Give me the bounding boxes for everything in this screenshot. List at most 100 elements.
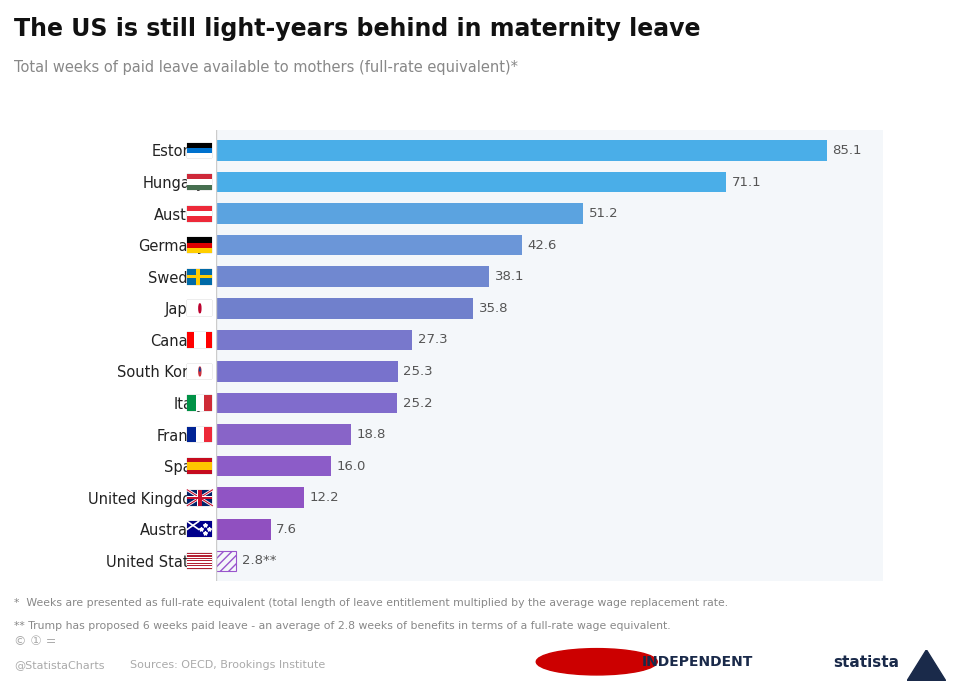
Bar bbox=[187, 427, 212, 443]
Circle shape bbox=[199, 304, 201, 313]
Bar bbox=[187, 395, 212, 411]
Text: Total weeks of paid leave available to mothers (full-rate equivalent)*: Total weeks of paid leave available to m… bbox=[14, 60, 518, 75]
Bar bbox=[187, 553, 212, 569]
Bar bbox=[187, 564, 212, 565]
Text: © ① =: © ① = bbox=[14, 635, 57, 648]
Bar bbox=[187, 497, 212, 499]
Bar bbox=[196, 395, 204, 411]
Text: @StatistaCharts: @StatistaCharts bbox=[14, 660, 105, 670]
Text: INDEPENDENT: INDEPENDENT bbox=[641, 655, 753, 669]
Bar bbox=[187, 300, 212, 316]
Bar bbox=[187, 142, 212, 148]
Bar bbox=[206, 332, 212, 347]
Bar bbox=[216, 172, 726, 192]
Bar bbox=[187, 332, 212, 347]
Text: 38.1: 38.1 bbox=[495, 270, 524, 283]
Bar bbox=[187, 555, 212, 557]
Bar bbox=[187, 490, 212, 505]
Bar bbox=[216, 551, 236, 571]
Bar bbox=[187, 206, 212, 222]
Bar bbox=[187, 496, 212, 499]
Bar bbox=[187, 237, 212, 243]
Circle shape bbox=[199, 367, 201, 376]
Text: 35.8: 35.8 bbox=[479, 302, 508, 315]
Bar bbox=[216, 488, 303, 508]
Bar bbox=[216, 456, 331, 477]
Bar bbox=[187, 521, 212, 537]
Text: statista: statista bbox=[833, 655, 900, 670]
Bar bbox=[187, 300, 212, 316]
Text: *  Weeks are presented as full-rate equivalent (total length of leave entitlemen: * Weeks are presented as full-rate equiv… bbox=[14, 598, 729, 609]
Text: The US is still light-years behind in maternity leave: The US is still light-years behind in ma… bbox=[14, 17, 701, 41]
Text: 25.3: 25.3 bbox=[403, 365, 433, 378]
Bar bbox=[187, 559, 212, 560]
Bar bbox=[216, 519, 271, 540]
Bar bbox=[187, 566, 212, 568]
Bar bbox=[216, 235, 521, 255]
Bar bbox=[187, 458, 212, 474]
Bar bbox=[187, 553, 212, 554]
Bar bbox=[216, 393, 396, 413]
Bar bbox=[187, 334, 212, 345]
Bar bbox=[194, 332, 206, 347]
Text: 85.1: 85.1 bbox=[832, 144, 862, 157]
Bar bbox=[187, 563, 212, 564]
Bar bbox=[187, 560, 212, 562]
Bar bbox=[187, 174, 212, 179]
Bar bbox=[187, 364, 212, 380]
Bar bbox=[216, 140, 827, 161]
Bar bbox=[187, 211, 212, 216]
Circle shape bbox=[537, 648, 658, 675]
Bar bbox=[216, 551, 236, 571]
Bar bbox=[187, 490, 212, 505]
Bar bbox=[204, 395, 212, 411]
Bar bbox=[187, 269, 212, 285]
Text: 7.6: 7.6 bbox=[276, 523, 298, 536]
Bar bbox=[196, 269, 200, 285]
Bar bbox=[187, 458, 212, 462]
Text: 16.0: 16.0 bbox=[337, 460, 366, 473]
Bar bbox=[187, 275, 212, 278]
Text: ** Trump has proposed 6 weeks paid leave - an average of 2.8 weeks of benefits i: ** Trump has proposed 6 weeks paid leave… bbox=[14, 621, 671, 631]
Text: 71.1: 71.1 bbox=[732, 176, 761, 189]
Bar bbox=[187, 462, 212, 470]
Wedge shape bbox=[199, 367, 201, 371]
Bar bbox=[187, 142, 212, 159]
Text: Sources: OECD, Brookings Institute: Sources: OECD, Brookings Institute bbox=[130, 660, 324, 670]
Bar bbox=[216, 424, 350, 445]
Bar bbox=[187, 243, 212, 248]
Bar bbox=[187, 153, 212, 159]
Text: 51.2: 51.2 bbox=[589, 207, 618, 220]
Bar bbox=[187, 565, 212, 566]
Bar bbox=[187, 521, 199, 529]
Bar bbox=[187, 395, 196, 411]
Bar bbox=[216, 330, 412, 350]
Bar bbox=[187, 562, 212, 563]
Bar bbox=[216, 361, 397, 382]
Bar bbox=[187, 521, 212, 537]
Bar bbox=[216, 267, 490, 287]
Bar bbox=[187, 470, 212, 474]
Bar bbox=[187, 554, 212, 555]
Bar bbox=[187, 237, 212, 253]
Bar bbox=[187, 206, 212, 211]
Bar bbox=[187, 427, 196, 443]
Bar bbox=[216, 203, 584, 224]
Polygon shape bbox=[907, 650, 946, 681]
Bar bbox=[187, 148, 212, 153]
Bar bbox=[198, 490, 202, 505]
Bar bbox=[187, 345, 212, 347]
Text: 18.8: 18.8 bbox=[356, 428, 386, 441]
Bar bbox=[187, 185, 212, 190]
Text: 42.6: 42.6 bbox=[527, 239, 557, 252]
Bar bbox=[198, 490, 203, 505]
Bar bbox=[187, 557, 212, 558]
Bar bbox=[187, 364, 212, 380]
Bar bbox=[196, 427, 204, 443]
Bar bbox=[187, 332, 194, 347]
Bar bbox=[216, 298, 473, 319]
Text: 2.8**: 2.8** bbox=[242, 554, 276, 568]
Bar bbox=[187, 269, 212, 285]
Bar bbox=[187, 216, 212, 222]
Bar bbox=[187, 179, 212, 185]
